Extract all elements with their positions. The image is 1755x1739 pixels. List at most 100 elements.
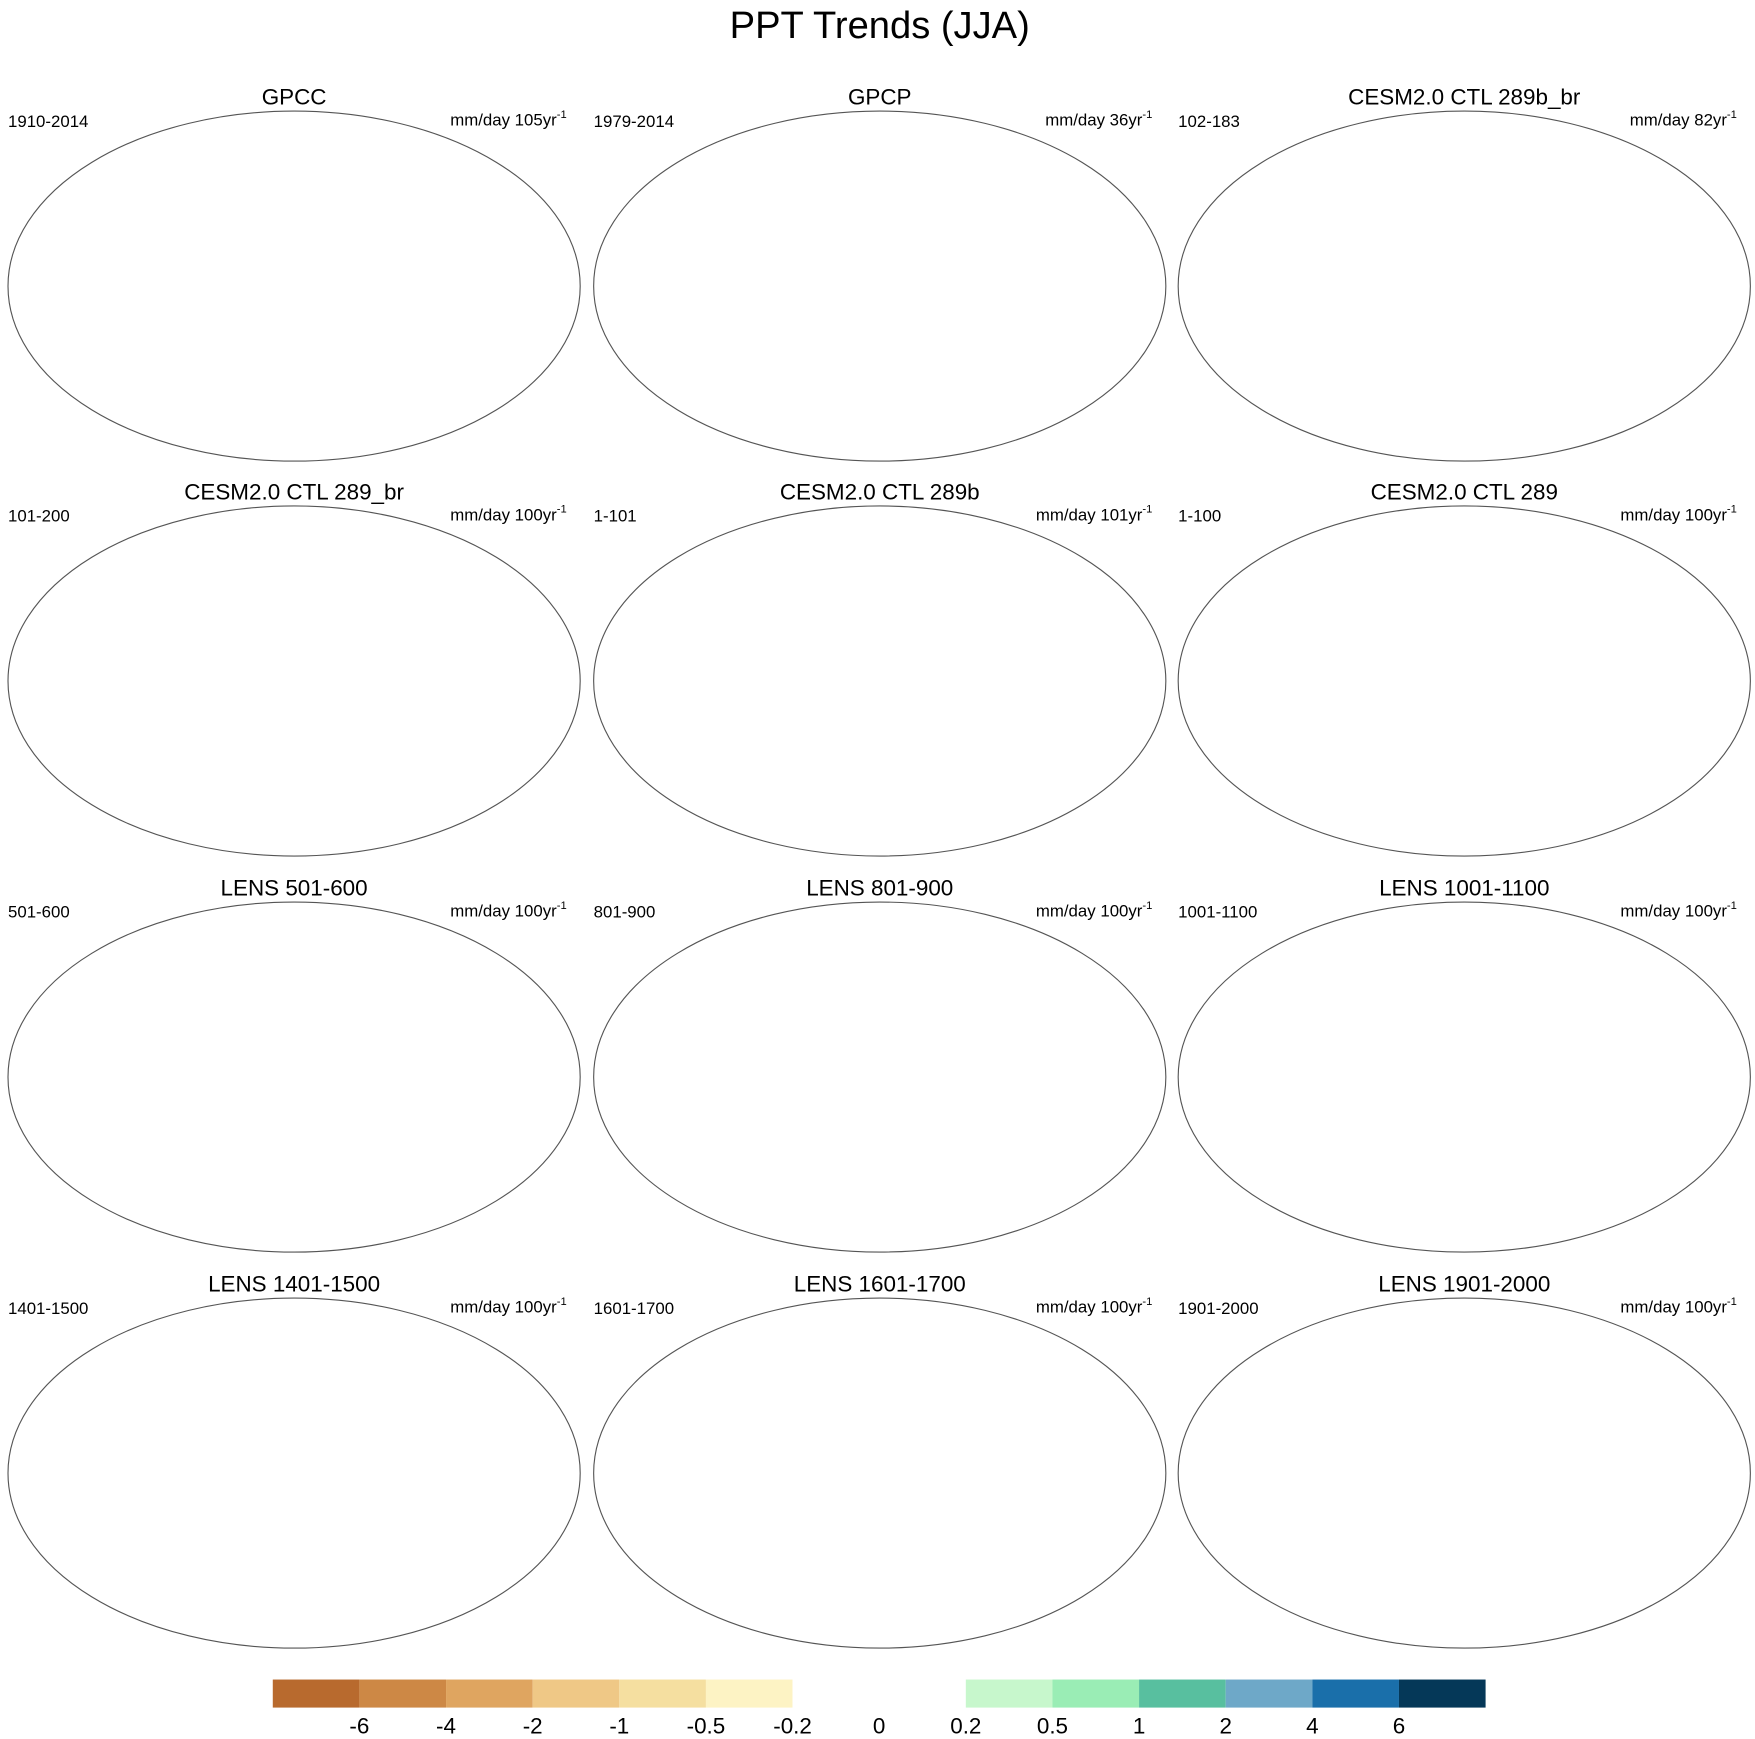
units-label: mm/day 100yr-1 [450, 1296, 566, 1317]
units-exponent: -1 [1727, 1296, 1737, 1308]
period-label: 1910-2014 [8, 112, 88, 131]
map-frame [593, 1297, 1167, 1649]
panel-title: LENS 1001-1100 [1379, 875, 1549, 900]
units-text: mm/day 105yr [450, 111, 557, 130]
units-label: mm/day 100yr-1 [1620, 900, 1736, 921]
period-label: 1901-2000 [1178, 1299, 1258, 1318]
units-exponent: -1 [1727, 900, 1737, 912]
map-frame [593, 110, 1167, 462]
units-label: mm/day 100yr-1 [1620, 504, 1736, 525]
colorbar-tick-label: 0 [873, 1713, 885, 1738]
units-label: mm/day 82yr-1 [1630, 109, 1737, 130]
panel-title: CESM2.0 CTL 289_br [184, 479, 404, 504]
figure-title: PPT Trends (JJA) [730, 4, 1030, 47]
map-frame [7, 110, 581, 462]
units-text: mm/day 100yr [1620, 506, 1727, 525]
colorbar-segment [792, 1679, 880, 1708]
panel-title: CESM2.0 CTL 289b_br [1348, 84, 1581, 109]
colorbar-segment [1052, 1679, 1140, 1708]
colorbar-tick-label: 1 [1133, 1713, 1145, 1738]
colorbar-tick-label: 6 [1393, 1713, 1405, 1738]
colorbar-tick-label: 0.2 [950, 1713, 981, 1738]
colorbar-segment [359, 1679, 447, 1708]
colorbar-segment [1312, 1679, 1399, 1708]
colorbar-segment [1225, 1679, 1313, 1708]
period-label: 501-600 [8, 903, 70, 922]
map-frame [593, 901, 1167, 1253]
map-frame [7, 505, 581, 857]
period-label: 1001-1100 [1178, 903, 1257, 922]
units-text: mm/day 82yr [1630, 111, 1728, 130]
units-text: mm/day 100yr [450, 506, 557, 525]
units-text: mm/day 100yr [1036, 1298, 1143, 1317]
colorbar-segment [619, 1679, 706, 1708]
period-label: 1-100 [1178, 507, 1221, 526]
panel-title: CESM2.0 CTL 289 [1371, 479, 1558, 504]
units-label: mm/day 100yr-1 [450, 900, 566, 921]
panel-title: LENS 1601-1700 [794, 1271, 966, 1296]
period-label: 102-183 [1178, 112, 1240, 131]
colorbar-tick-label: -2 [523, 1713, 543, 1738]
colorbar-segment [965, 1679, 1053, 1708]
units-exponent: -1 [557, 109, 567, 121]
units-text: mm/day 101yr [1036, 506, 1143, 525]
units-label: mm/day 100yr-1 [1036, 900, 1152, 921]
period-label: 801-900 [594, 903, 656, 922]
units-exponent: -1 [1142, 1296, 1152, 1308]
period-label: 1401-1500 [8, 1299, 88, 1318]
units-exponent: -1 [557, 504, 567, 516]
colorbar-tick-label: -4 [436, 1713, 456, 1738]
units-text: mm/day 100yr [1620, 1298, 1727, 1317]
colorbar-tick-label: -0.5 [687, 1713, 726, 1738]
period-label: 101-200 [8, 507, 70, 526]
panel-title: LENS 501-600 [221, 875, 368, 900]
colorbar-segment [272, 1679, 360, 1708]
map-frame [1177, 1297, 1751, 1649]
colorbar-segment [532, 1679, 620, 1708]
colorbar-tick-label: -0.2 [773, 1713, 812, 1738]
colorbar-tick-label: 0.5 [1037, 1713, 1068, 1738]
colorbar-tick-label: -1 [609, 1713, 629, 1738]
units-text: mm/day 100yr [450, 902, 557, 921]
colorbar-tick-label: -6 [349, 1713, 369, 1738]
units-exponent: -1 [1727, 109, 1737, 121]
colorbar-segment [1139, 1679, 1226, 1708]
units-label: mm/day 36yr-1 [1045, 109, 1152, 130]
units-label: mm/day 101yr-1 [1036, 504, 1152, 525]
panel-title: LENS 801-900 [806, 875, 953, 900]
units-label: mm/day 100yr-1 [1620, 1296, 1736, 1317]
panel-title: GPCP [848, 84, 912, 109]
units-exponent: -1 [1727, 504, 1737, 516]
colorbar-segment [1398, 1679, 1486, 1708]
map-frame [1177, 110, 1751, 462]
units-exponent: -1 [1142, 900, 1152, 912]
units-label: mm/day 105yr-1 [450, 109, 566, 130]
panel-title: LENS 1901-2000 [1378, 1271, 1550, 1296]
units-exponent: -1 [557, 900, 567, 912]
colorbar-tick-label: 4 [1306, 1713, 1318, 1738]
map-frame [7, 1297, 581, 1649]
colorbar-segment [705, 1679, 793, 1708]
map-frame [7, 901, 581, 1253]
units-exponent: -1 [1142, 109, 1152, 121]
colorbar-tick-label: 2 [1219, 1713, 1231, 1738]
panel-title: LENS 1401-1500 [208, 1271, 380, 1296]
period-label: 1-101 [594, 507, 637, 526]
units-label: mm/day 100yr-1 [1036, 1296, 1152, 1317]
panel-title: GPCC [262, 84, 327, 109]
units-text: mm/day 100yr [1620, 902, 1727, 921]
colorbar-segment [446, 1679, 533, 1708]
map-frame [1177, 901, 1751, 1253]
map-frame [1177, 505, 1751, 857]
map-frame [593, 505, 1167, 857]
panel-title: CESM2.0 CTL 289b [780, 479, 980, 504]
colorbar-segment [879, 1679, 966, 1708]
units-text: mm/day 100yr [1036, 902, 1143, 921]
units-exponent: -1 [557, 1296, 567, 1308]
period-label: 1979-2014 [594, 112, 674, 131]
units-exponent: -1 [1142, 504, 1152, 516]
units-label: mm/day 100yr-1 [450, 504, 566, 525]
period-label: 1601-1700 [594, 1299, 674, 1318]
units-text: mm/day 36yr [1045, 111, 1143, 130]
